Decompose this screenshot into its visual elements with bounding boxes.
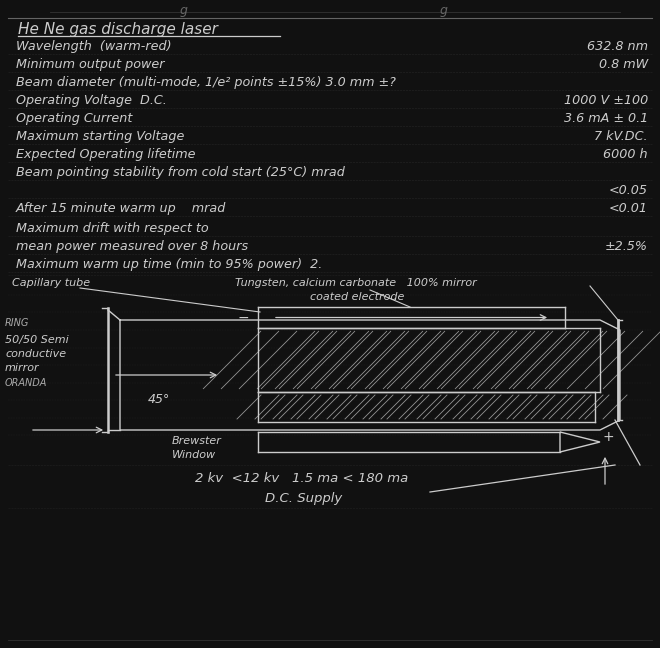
Text: Expected Operating lifetime: Expected Operating lifetime	[16, 148, 195, 161]
Text: Maximum warm up time (min to 95% power)  2.: Maximum warm up time (min to 95% power) …	[16, 258, 322, 271]
Text: 0.8 mW: 0.8 mW	[599, 58, 648, 71]
Text: 6000 h: 6000 h	[603, 148, 648, 161]
Text: Maximum drift with respect to: Maximum drift with respect to	[16, 222, 209, 235]
Text: conductive: conductive	[5, 349, 66, 359]
Text: g: g	[180, 4, 188, 17]
Text: Brewster: Brewster	[172, 436, 222, 446]
Text: Beam diameter (multi-mode, 1/e² points ±15%) 3.0 mm ±?: Beam diameter (multi-mode, 1/e² points ±…	[16, 76, 396, 89]
Text: 50/50 Semi: 50/50 Semi	[5, 335, 69, 345]
Text: Window: Window	[172, 450, 216, 460]
Text: Capillary tube: Capillary tube	[12, 278, 90, 288]
Text: Wavelength  (warm-red): Wavelength (warm-red)	[16, 40, 172, 53]
Text: ±2.5%: ±2.5%	[605, 240, 648, 253]
Text: ORANDA: ORANDA	[5, 378, 48, 388]
Text: Beam pointing stability from cold start (25°C) mrad: Beam pointing stability from cold start …	[16, 166, 345, 179]
Text: Minimum output power: Minimum output power	[16, 58, 164, 71]
Text: 632.8 nm: 632.8 nm	[587, 40, 648, 53]
Text: 7 kV.DC.: 7 kV.DC.	[595, 130, 648, 143]
Text: coated electrode: coated electrode	[310, 292, 405, 302]
Text: mean power measured over 8 hours: mean power measured over 8 hours	[16, 240, 248, 253]
Text: 2 kv  <12 kv   1.5 ma < 180 ma: 2 kv <12 kv 1.5 ma < 180 ma	[195, 472, 409, 485]
Text: <0.01: <0.01	[609, 202, 648, 215]
Text: D.C. Supply: D.C. Supply	[265, 492, 343, 505]
Text: After 15 minute warm up    mrad: After 15 minute warm up mrad	[16, 202, 226, 215]
Text: <0.05: <0.05	[609, 184, 648, 197]
Text: −: −	[238, 311, 249, 325]
Text: 3.6 mA ± 0.1: 3.6 mA ± 0.1	[564, 112, 648, 125]
Text: +: +	[602, 430, 614, 444]
Text: He Ne gas discharge laser: He Ne gas discharge laser	[18, 22, 218, 37]
Text: Tungsten, calcium carbonate   100% mirror: Tungsten, calcium carbonate 100% mirror	[235, 278, 477, 288]
Text: Operating Current: Operating Current	[16, 112, 133, 125]
Text: g: g	[440, 4, 448, 17]
Text: 45°: 45°	[148, 393, 170, 406]
Text: 1000 V ±100: 1000 V ±100	[564, 94, 648, 107]
Text: mirror: mirror	[5, 363, 40, 373]
Text: RING: RING	[5, 318, 30, 328]
Text: Maximum starting Voltage: Maximum starting Voltage	[16, 130, 184, 143]
Text: Operating Voltage  D.C.: Operating Voltage D.C.	[16, 94, 167, 107]
